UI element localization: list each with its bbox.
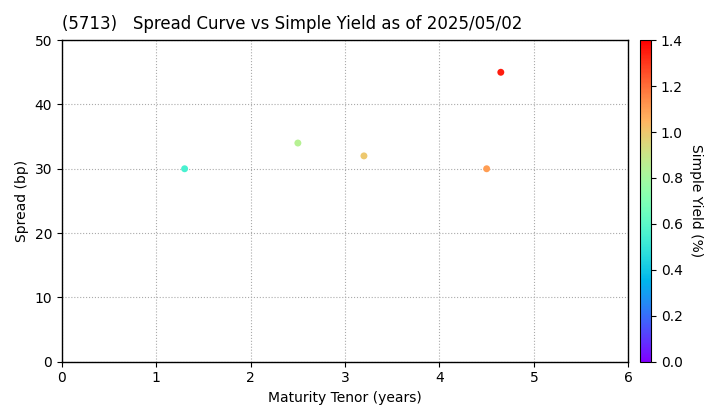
Y-axis label: Spread (bp): Spread (bp): [15, 160, 29, 242]
X-axis label: Maturity Tenor (years): Maturity Tenor (years): [268, 391, 422, 405]
Point: [292, 140, 304, 147]
Point: [495, 69, 507, 76]
Point: [481, 165, 492, 172]
Text: (5713)   Spread Curve vs Simple Yield as of 2025/05/02: (5713) Spread Curve vs Simple Yield as o…: [62, 15, 522, 33]
Point: [179, 165, 190, 172]
Y-axis label: Simple Yield (%): Simple Yield (%): [690, 144, 703, 257]
Point: [358, 152, 369, 159]
